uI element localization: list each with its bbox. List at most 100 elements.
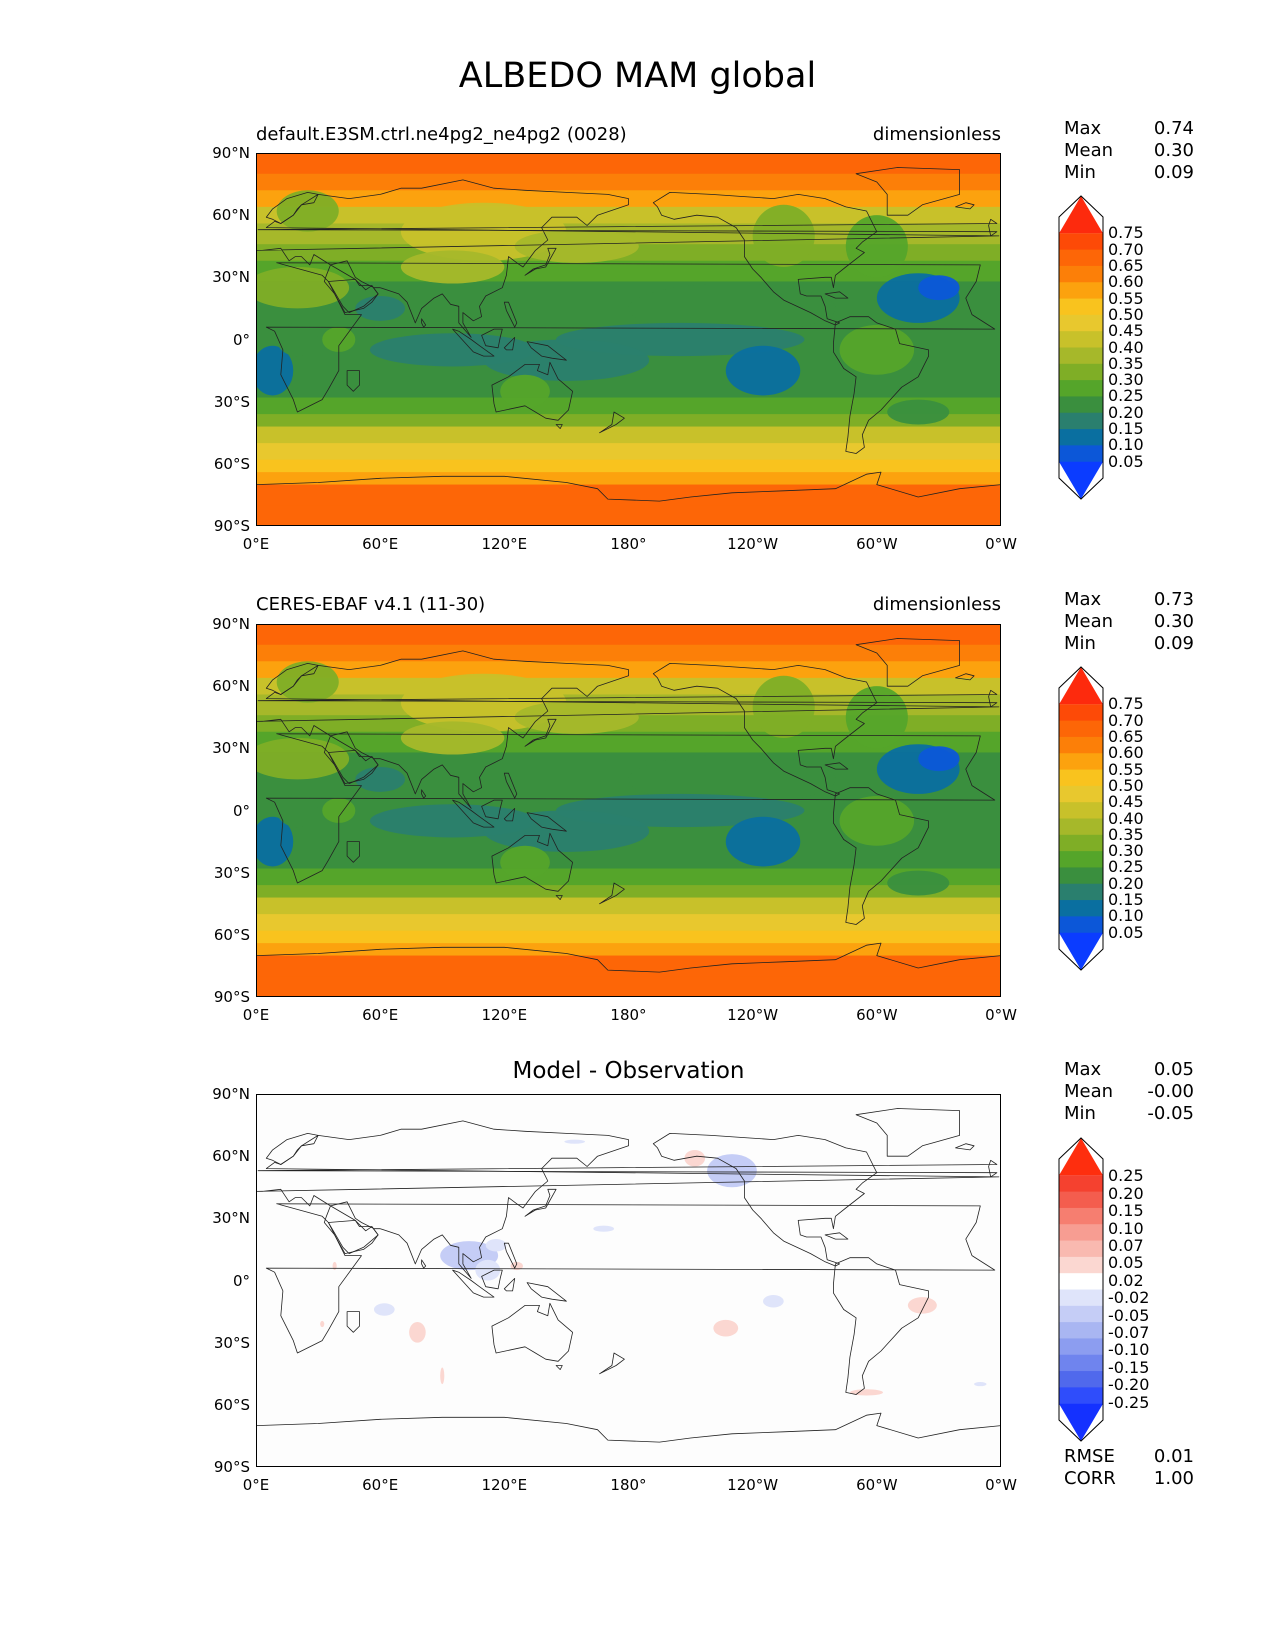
- albedo-region: [845, 215, 908, 278]
- colorbar-tick-label: 0.15: [1108, 890, 1144, 910]
- colorbar-tick-label: 0.50: [1108, 775, 1144, 795]
- albedo-band: [256, 644, 1001, 662]
- coastline: [265, 663, 319, 695]
- colorbar-tick-label: 0.70: [1108, 239, 1144, 259]
- panel-2-map-field: [256, 624, 1001, 997]
- coastline: [526, 1282, 567, 1302]
- coastline: [421, 789, 427, 799]
- coastline: [833, 787, 929, 925]
- negative-anomaly: [763, 1295, 784, 1308]
- stat-value: -0.00: [1147, 1081, 1194, 1102]
- panel-1-units: dimensionless: [872, 124, 1001, 145]
- colorbar-tick-label: 0.40: [1108, 808, 1144, 828]
- colorbar-segment: [1059, 331, 1103, 348]
- y-tick-label: 90°S: [213, 1458, 250, 1476]
- colorbar-segment: [1059, 233, 1103, 251]
- albedo-region: [887, 399, 950, 425]
- colorbar-segment: [1059, 851, 1103, 868]
- colorbar-segment: [1059, 314, 1103, 332]
- y-tick-label: 30°N: [212, 1209, 250, 1228]
- x-tick-label: 120°W: [727, 1006, 779, 1024]
- coastline: [599, 882, 625, 905]
- panel-2-map: [256, 624, 1001, 997]
- x-tick-label: 60°E: [362, 535, 399, 553]
- panel-1-map-field: [256, 153, 1001, 526]
- negative-anomaly: [564, 1139, 586, 1144]
- coastline: [503, 1278, 516, 1292]
- coastline: [257, 218, 998, 237]
- colorbar-segment: [1059, 802, 1103, 819]
- albedo-region: [500, 374, 550, 408]
- negative-anomaly: [373, 1303, 395, 1316]
- panel-1-map: [256, 153, 1001, 526]
- coastline: [503, 1242, 518, 1269]
- positive-anomaly: [713, 1319, 739, 1337]
- coastline: [256, 1412, 1001, 1467]
- albedo-region: [322, 798, 356, 823]
- colorbar-extend-min: [1059, 932, 1103, 970]
- coastline: [503, 301, 518, 328]
- stat-value: 0.73: [1153, 589, 1194, 610]
- x-tick-label: 0°E: [242, 535, 270, 553]
- coastline: [346, 1311, 360, 1333]
- coastline: [955, 673, 975, 681]
- colorbar-tick-label: 0.20: [1108, 873, 1144, 893]
- colorbar-tick-label: 0.25: [1108, 386, 1144, 406]
- colorbar-segment: [1059, 363, 1103, 381]
- colorbar-tick-label: 0.65: [1108, 726, 1144, 746]
- colorbar-tick-label: 0.75: [1108, 223, 1144, 243]
- negative-anomaly: [475, 1259, 501, 1281]
- colorbar-segment: [1059, 704, 1103, 722]
- colorbar-tick-label: -0.05: [1108, 1305, 1150, 1325]
- colorbar-tick-label: 0.02: [1108, 1270, 1144, 1290]
- albedo-band: [256, 414, 1001, 428]
- colorbar-segment: [1059, 445, 1103, 463]
- stat-value: 0.05: [1153, 1059, 1194, 1080]
- colorbar-tick-label: 0.60: [1108, 272, 1144, 292]
- colorbar-tick-label: 0.55: [1108, 759, 1144, 779]
- colorbar-segment: [1059, 1273, 1103, 1290]
- albedo-band: [256, 885, 1001, 899]
- stat-value: 0.30: [1153, 140, 1194, 161]
- colorbar-tick-label: 0.25: [1108, 857, 1144, 877]
- x-tick-label: 0°E: [242, 1006, 270, 1024]
- y-tick-label: 30°N: [212, 739, 250, 758]
- stat-label: Mean: [1064, 1081, 1114, 1102]
- albedo-region: [839, 795, 915, 846]
- panel-3-title: Model - Observation: [512, 1058, 745, 1084]
- albedo-band: [256, 376, 1001, 399]
- coastline: [599, 1352, 625, 1375]
- x-tick-label: 180°: [610, 1006, 647, 1024]
- figure-title: ALBEDO MAM global: [458, 56, 817, 96]
- coastline: [491, 361, 573, 421]
- albedo-region: [725, 816, 801, 867]
- coastline: [955, 1143, 975, 1151]
- y-tick-label: 90°N: [212, 615, 250, 633]
- coastline: [421, 318, 427, 328]
- panel-2-stats: Max 0.73 Mean 0.30 Min 0.09: [1064, 589, 1194, 655]
- x-tick-label: 60°W: [856, 535, 898, 553]
- stat-value: 0.09: [1153, 162, 1194, 183]
- y-tick-label: 90°S: [213, 988, 250, 1006]
- x-tick-label: 120°W: [727, 1476, 779, 1494]
- coastline: [524, 1188, 557, 1217]
- colorbar-segment: [1059, 298, 1103, 316]
- x-tick-label: 60°W: [856, 1006, 898, 1024]
- colorbar-tick-label: 0.60: [1108, 743, 1144, 763]
- colorbar-segment: [1059, 753, 1103, 771]
- stat-label: Min: [1064, 162, 1096, 183]
- positive-anomaly: [409, 1321, 426, 1343]
- coastline: [526, 341, 567, 361]
- colorbar-segment: [1059, 1175, 1103, 1193]
- coastline: [503, 808, 516, 822]
- colorbar-tick-label: 0.10: [1108, 906, 1144, 926]
- albedo-band: [256, 426, 1001, 444]
- y-tick-label: 0°: [232, 1271, 250, 1290]
- coastline: [599, 411, 625, 434]
- panel-3-error-stats: RMSE 0.01 CORR 1.00: [1064, 1446, 1194, 1490]
- colorbar-extend-max: [1059, 196, 1103, 234]
- negative-anomaly: [593, 1225, 615, 1232]
- negative-anomaly: [485, 1239, 507, 1252]
- albedo-band: [256, 868, 1001, 886]
- colorbar-segment: [1059, 1338, 1103, 1356]
